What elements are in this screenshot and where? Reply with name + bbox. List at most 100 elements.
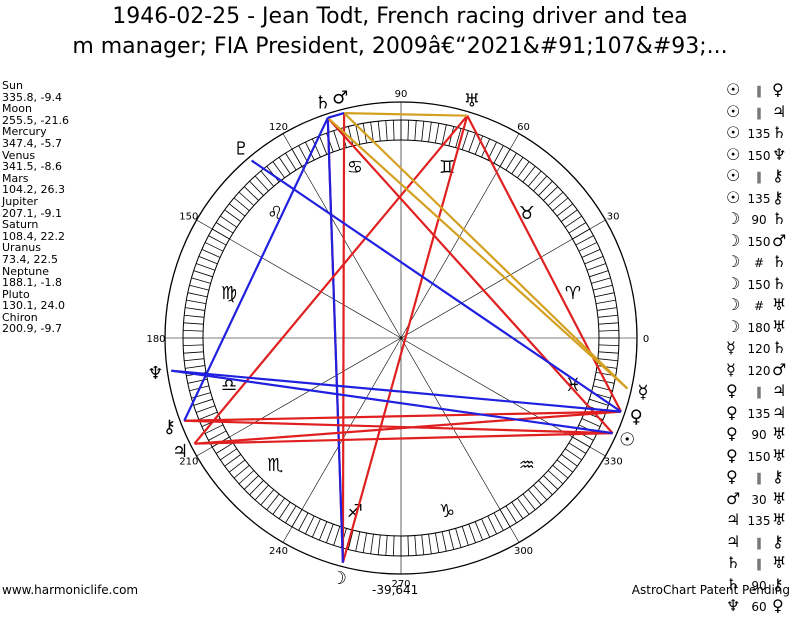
aspect-planet-2-glyph: ♅ bbox=[772, 553, 787, 572]
degree-tick bbox=[278, 157, 291, 175]
degree-tick bbox=[556, 203, 574, 217]
zodiac-sign-glyph: ♍ bbox=[221, 283, 237, 304]
aspect-planet-1-glyph: ♄ bbox=[726, 553, 741, 572]
planet-position-moon: 255.5, -21.6 bbox=[2, 113, 69, 127]
degree-tick bbox=[421, 121, 425, 142]
degree-tick bbox=[584, 255, 604, 265]
planet-name-mars: Mars bbox=[2, 171, 29, 185]
degree-tick bbox=[392, 120, 395, 141]
degree-tick bbox=[233, 464, 250, 479]
aspect-list: ☉ ∥ ♀ ☉ ∥ ♃ ☉ 135♄ ☉ 150♆ ☉ ∥ ⚷ ☉ 135⚷ ☽ 90 ♄ ☽ 150♂ ☽ # ♄ ☽ 150… bbox=[726, 80, 786, 618]
planet-glyph-mercury: ☿ bbox=[637, 382, 648, 403]
planet-position-sun: 335.8, -9.4 bbox=[2, 90, 62, 104]
degree-tick bbox=[493, 145, 504, 164]
degree-tick bbox=[428, 534, 432, 554]
aspect-planet-2-glyph: ⚷ bbox=[772, 467, 784, 486]
aspect-planet-1-glyph: ♂ bbox=[726, 488, 741, 508]
site-link[interactable]: www.harmoniclife.com bbox=[2, 583, 139, 597]
aspect-line bbox=[171, 369, 613, 435]
degree-tick bbox=[568, 442, 587, 454]
degree-tick bbox=[187, 292, 208, 298]
aspect-planet-1-glyph: ☽ bbox=[726, 316, 741, 336]
degree-tick bbox=[581, 248, 601, 258]
aspect-planet-2-glyph: ♄ bbox=[772, 252, 787, 271]
degree-tick bbox=[204, 424, 224, 434]
aspect-line bbox=[194, 432, 613, 445]
planet-position-saturn: 108.4, 22.2 bbox=[2, 229, 65, 243]
degree-tick bbox=[455, 528, 462, 548]
aspect-planet-2-glyph: ♄ bbox=[772, 209, 787, 228]
aspect-type: ∥ bbox=[756, 105, 762, 120]
aspect-planet-2-glyph: ♅ bbox=[772, 295, 787, 314]
planet-name-venus: Venus bbox=[2, 148, 36, 162]
aspect-row: ♄ ∥ ♅ bbox=[726, 553, 786, 575]
planet-name-pluto: Pluto bbox=[2, 287, 30, 301]
degree-tick bbox=[220, 448, 238, 461]
degree-tick bbox=[593, 284, 613, 291]
aspect-type: ∥ bbox=[756, 385, 762, 399]
degree-tick bbox=[493, 512, 504, 531]
planet-name-jupiter: Jupiter bbox=[2, 194, 38, 208]
planet-position-chiron: 200.9, -9.7 bbox=[2, 322, 62, 336]
aspect-line bbox=[184, 410, 622, 422]
degree-tick bbox=[414, 535, 417, 556]
planet-glyph-pluto: ♇ bbox=[233, 138, 249, 159]
degree-tick bbox=[511, 501, 524, 519]
aspect-type: 90 bbox=[751, 578, 767, 593]
planet-glyph-sun: ☉ bbox=[619, 430, 635, 451]
aspect-line bbox=[341, 113, 346, 563]
coordinate-readout: -39,641 bbox=[372, 583, 419, 597]
degree-tick bbox=[414, 120, 417, 141]
aspect-line bbox=[343, 112, 629, 390]
degree-tick bbox=[228, 203, 246, 217]
degree-tick bbox=[461, 130, 469, 150]
aspect-row: ♀ 90 ♅ bbox=[726, 424, 786, 446]
aspect-planet-2-glyph: ♆ bbox=[772, 144, 787, 164]
degree-tick bbox=[407, 120, 410, 141]
aspect-line bbox=[250, 159, 622, 413]
aspect-row: ☉ 150♆ bbox=[726, 145, 786, 167]
planet-glyph-chiron: ⚷ bbox=[163, 416, 176, 437]
degree-tick bbox=[228, 459, 246, 473]
aspect-planet-1-glyph: ☽ bbox=[726, 295, 741, 314]
degree-label: 240 bbox=[269, 546, 288, 557]
degree-tick bbox=[198, 255, 218, 265]
degree-tick bbox=[421, 534, 425, 555]
degree-tick bbox=[598, 329, 619, 332]
degree-tick bbox=[428, 122, 432, 142]
degree-tick bbox=[552, 197, 569, 212]
aspect-planet-1-glyph: ☉ bbox=[726, 123, 741, 142]
degree-label: 150 bbox=[179, 212, 198, 223]
zodiac-sign-glyph: ♏ bbox=[267, 455, 283, 476]
aspect-planet-2-glyph: ♃ bbox=[772, 101, 787, 121]
degree-tick bbox=[220, 215, 238, 228]
degree-tick bbox=[254, 175, 269, 192]
aspect-line bbox=[184, 419, 613, 435]
aspect-type: 60 bbox=[751, 600, 767, 614]
degree-tick bbox=[196, 405, 216, 413]
degree-tick bbox=[591, 277, 611, 284]
aspect-row: ♆ 60 ♀ bbox=[726, 596, 786, 618]
degree-tick bbox=[441, 531, 447, 552]
degree-tick bbox=[543, 475, 559, 490]
degree-tick bbox=[527, 489, 542, 506]
planet-position-uranus: 73.4, 22.5 bbox=[2, 252, 58, 266]
aspect-planet-1-glyph: ♀ bbox=[726, 445, 738, 465]
degree-tick bbox=[198, 411, 218, 421]
degree-tick bbox=[362, 532, 368, 553]
aspect-line bbox=[326, 117, 345, 563]
title-line-2: m manager; FIA President, 2009â€“2021&#9… bbox=[72, 34, 728, 59]
degree-tick bbox=[505, 152, 517, 171]
degree-tick bbox=[481, 138, 491, 158]
aspect-type: ∥ bbox=[756, 471, 762, 485]
division-spoke bbox=[400, 133, 520, 339]
planet-position-pluto: 130.1, 24.0 bbox=[2, 299, 65, 313]
division-spoke bbox=[400, 337, 520, 543]
degree-label: 270 bbox=[391, 579, 410, 590]
aspect-type: 135 bbox=[747, 406, 771, 421]
planet-name-sun: Sun bbox=[2, 79, 23, 92]
degree-tick bbox=[468, 523, 476, 543]
chart-wheel: 0306090120150180210240270300330♈♉♊♋♌♍♎♏♐… bbox=[146, 88, 649, 590]
aspect-planet-2-glyph: ⚷ bbox=[772, 574, 784, 594]
degree-tick bbox=[243, 475, 259, 490]
